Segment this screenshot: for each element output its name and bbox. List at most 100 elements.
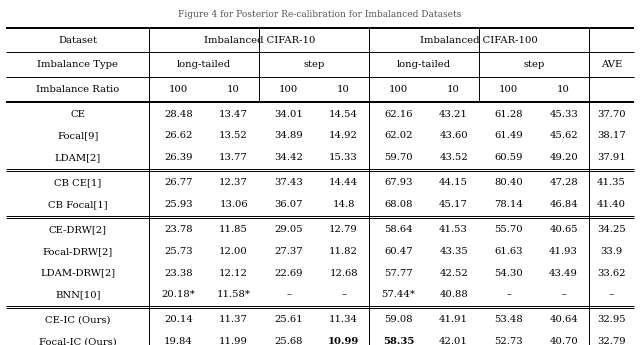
Text: 26.77: 26.77 [164, 178, 193, 187]
Text: 43.60: 43.60 [439, 131, 468, 140]
Text: 43.49: 43.49 [549, 268, 578, 278]
Text: 38.17: 38.17 [597, 131, 626, 140]
Text: 45.62: 45.62 [549, 131, 578, 140]
Text: 25.73: 25.73 [164, 247, 193, 256]
Text: 12.00: 12.00 [219, 247, 248, 256]
Text: 60.47: 60.47 [384, 247, 413, 256]
Text: LDAM-DRW[2]: LDAM-DRW[2] [40, 268, 115, 278]
Text: 13.52: 13.52 [219, 131, 248, 140]
Text: 13.77: 13.77 [219, 153, 248, 162]
Text: 10: 10 [557, 85, 570, 94]
Text: 42.52: 42.52 [439, 268, 468, 278]
Text: 20.18*: 20.18* [162, 290, 195, 299]
Text: 41.93: 41.93 [549, 247, 578, 256]
Text: long-tailed: long-tailed [177, 60, 231, 69]
Text: 33.9: 33.9 [600, 247, 623, 256]
Text: 47.28: 47.28 [549, 178, 578, 187]
Text: Focal[9]: Focal[9] [57, 131, 99, 140]
Text: 54.30: 54.30 [494, 268, 523, 278]
Text: 11.85: 11.85 [219, 225, 248, 234]
Text: 34.89: 34.89 [274, 131, 303, 140]
Text: 32.79: 32.79 [597, 337, 626, 345]
Text: 62.02: 62.02 [385, 131, 413, 140]
Text: 27.37: 27.37 [275, 247, 303, 256]
Text: Focal-IC (Ours): Focal-IC (Ours) [39, 337, 116, 345]
Text: 10.99: 10.99 [328, 337, 359, 345]
Text: 78.14: 78.14 [494, 200, 523, 209]
Text: Dataset: Dataset [58, 36, 97, 45]
Text: 44.15: 44.15 [439, 178, 468, 187]
Text: –: – [609, 290, 614, 299]
Text: Focal-DRW[2]: Focal-DRW[2] [43, 247, 113, 256]
Text: 12.79: 12.79 [329, 225, 358, 234]
Text: 11.34: 11.34 [329, 315, 358, 325]
Text: 23.78: 23.78 [164, 225, 193, 234]
Text: 80.40: 80.40 [494, 178, 523, 187]
Text: step: step [524, 60, 545, 69]
Text: 49.20: 49.20 [549, 153, 578, 162]
Text: 62.16: 62.16 [385, 109, 413, 119]
Text: 23.38: 23.38 [164, 268, 193, 278]
Text: 100: 100 [169, 85, 188, 94]
Text: 33.62: 33.62 [597, 268, 626, 278]
Text: 11.82: 11.82 [329, 247, 358, 256]
Text: 53.48: 53.48 [494, 315, 523, 325]
Text: 12.68: 12.68 [329, 268, 358, 278]
Text: BNN[10]: BNN[10] [55, 290, 100, 299]
Text: 40.88: 40.88 [439, 290, 468, 299]
Text: AVE: AVE [601, 60, 622, 69]
Text: 20.14: 20.14 [164, 315, 193, 325]
Text: 55.70: 55.70 [494, 225, 523, 234]
Text: 57.44*: 57.44* [381, 290, 415, 299]
Text: 22.69: 22.69 [275, 268, 303, 278]
Text: CE: CE [70, 109, 85, 119]
Text: 59.08: 59.08 [384, 315, 413, 325]
Text: 58.35: 58.35 [383, 337, 414, 345]
Text: Imbalance Type: Imbalance Type [37, 60, 118, 69]
Text: 34.25: 34.25 [597, 225, 626, 234]
Text: 67.93: 67.93 [385, 178, 413, 187]
Text: 41.53: 41.53 [439, 225, 468, 234]
Text: 68.08: 68.08 [385, 200, 413, 209]
Text: long-tailed: long-tailed [397, 60, 451, 69]
Text: 26.62: 26.62 [164, 131, 193, 140]
Text: 14.8: 14.8 [332, 200, 355, 209]
Text: 14.54: 14.54 [329, 109, 358, 119]
Text: step: step [303, 60, 325, 69]
Text: 25.93: 25.93 [164, 200, 193, 209]
Text: 100: 100 [279, 85, 298, 94]
Text: 43.52: 43.52 [439, 153, 468, 162]
Text: 29.05: 29.05 [275, 225, 303, 234]
Text: 59.70: 59.70 [384, 153, 413, 162]
Text: 12.37: 12.37 [219, 178, 248, 187]
Text: 61.28: 61.28 [494, 109, 523, 119]
Text: 40.64: 40.64 [549, 315, 578, 325]
Text: 19.84: 19.84 [164, 337, 193, 345]
Text: –: – [286, 290, 291, 299]
Text: –: – [561, 290, 566, 299]
Text: 13.06: 13.06 [220, 200, 248, 209]
Text: 28.48: 28.48 [164, 109, 193, 119]
Text: –: – [341, 290, 346, 299]
Text: 100: 100 [499, 85, 518, 94]
Text: 32.95: 32.95 [597, 315, 626, 325]
Text: 12.12: 12.12 [219, 268, 248, 278]
Text: 36.07: 36.07 [275, 200, 303, 209]
Text: 45.33: 45.33 [549, 109, 578, 119]
Text: 25.61: 25.61 [275, 315, 303, 325]
Text: 15.33: 15.33 [329, 153, 358, 162]
Text: 26.39: 26.39 [164, 153, 193, 162]
Text: CB CE[1]: CB CE[1] [54, 178, 102, 187]
Text: CE-DRW[2]: CE-DRW[2] [49, 225, 107, 234]
Text: 58.64: 58.64 [384, 225, 413, 234]
Text: LDAM[2]: LDAM[2] [54, 153, 101, 162]
Text: 52.73: 52.73 [494, 337, 523, 345]
Text: 40.65: 40.65 [549, 225, 578, 234]
Text: 10: 10 [447, 85, 460, 94]
Text: Imbalance Ratio: Imbalance Ratio [36, 85, 120, 94]
Text: Imbalanced CIFAR-100: Imbalanced CIFAR-100 [420, 36, 538, 45]
Text: 34.01: 34.01 [274, 109, 303, 119]
Text: Imbalanced CIFAR-10: Imbalanced CIFAR-10 [204, 36, 315, 45]
Text: 37.70: 37.70 [597, 109, 626, 119]
Text: Figure 4 for Posterior Re-calibration for Imbalanced Datasets: Figure 4 for Posterior Re-calibration fo… [179, 10, 461, 19]
